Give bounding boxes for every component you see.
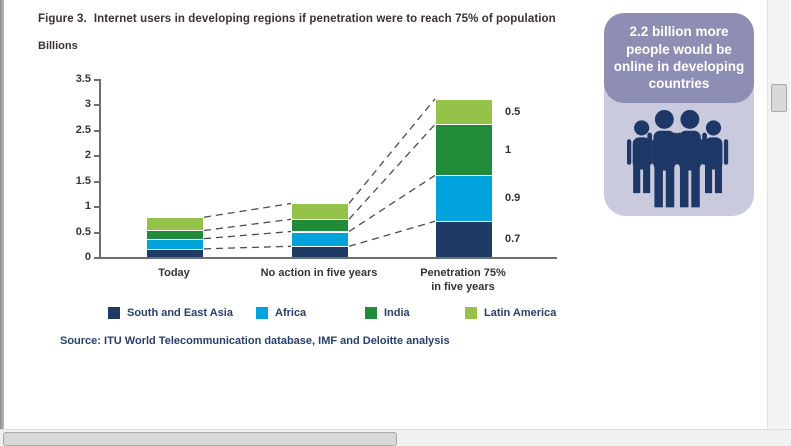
y-axis-tick-label: 2 <box>84 149 91 161</box>
bar-value-label: 0.5 <box>505 105 521 118</box>
bar-segment <box>436 124 492 176</box>
y-axis-tick <box>94 104 99 106</box>
y-axis-tick <box>94 257 99 259</box>
bar-segment <box>147 230 203 239</box>
legend-item: India <box>365 307 410 319</box>
figure-title-text: Internet users in developing regions if … <box>93 13 556 25</box>
bar-segment <box>292 246 348 257</box>
legend-label: Latin America <box>484 307 557 319</box>
y-axis-line <box>99 78 101 259</box>
bar-value-label: 1 <box>505 143 512 156</box>
y-axis-tick <box>94 231 99 234</box>
x-axis-line <box>99 257 557 259</box>
legend-item: South and East Asia <box>108 307 233 319</box>
legend-swatch-icon <box>256 307 268 319</box>
bar-value-label: 0.9 <box>505 192 521 205</box>
bar-segment <box>292 231 348 247</box>
legend-swatch-icon <box>465 307 477 319</box>
figure-number: Figure 3. <box>38 13 87 25</box>
y-axis-tick <box>94 155 99 157</box>
horizontal-scrollbar-thumb[interactable] <box>3 432 397 446</box>
legend-item: Africa <box>256 307 306 319</box>
legend-label: India <box>384 307 410 319</box>
bar-segment <box>147 217 203 231</box>
x-axis-category-label: Today <box>158 267 190 279</box>
y-axis-tick <box>94 180 99 183</box>
bar-segment <box>292 219 348 232</box>
y-axis-tick <box>94 78 99 81</box>
y-axis-units-label: Billions <box>38 40 78 52</box>
bar-value-label: 0.7 <box>505 233 521 246</box>
vertical-scrollbar-track[interactable] <box>767 0 790 429</box>
legend-swatch-icon <box>108 307 120 319</box>
bar-segment <box>147 238 203 249</box>
figure-title: Figure 3. Internet users in developing re… <box>38 13 598 25</box>
bar-segment <box>292 203 348 220</box>
legend-item: Latin America <box>465 307 556 319</box>
callout-headline: 2.2 billion more people would be online … <box>604 13 754 103</box>
y-axis-tick <box>94 206 99 208</box>
bar-segment <box>436 221 492 257</box>
bar-segment <box>147 248 203 257</box>
y-axis-tick-label: 2.5 <box>75 123 91 136</box>
y-axis-tick-label: 0 <box>84 251 91 263</box>
bar-segment <box>436 98 492 125</box>
y-axis-tick-label: 1.5 <box>75 174 91 187</box>
x-axis-category-label: No action in five years <box>260 267 378 279</box>
window-left-edge <box>0 0 4 429</box>
legend-swatch-icon <box>365 307 377 319</box>
callout-box: 2.2 billion more people would be online … <box>604 13 754 216</box>
y-axis-tick-label: 3.5 <box>75 72 91 85</box>
y-axis-tick-label: 1 <box>84 200 91 212</box>
y-axis-tick-label: 3 <box>84 98 91 110</box>
source-note: Source: ITU World Telecommunication data… <box>60 335 450 347</box>
legend-label: South and East Asia <box>127 307 233 319</box>
y-axis-tick <box>94 129 99 132</box>
vertical-scrollbar-thumb[interactable] <box>771 84 787 112</box>
legend-label: Africa <box>275 307 307 319</box>
y-axis-tick-label: 0.5 <box>75 225 91 238</box>
people-group-icon <box>614 109 744 213</box>
horizontal-scrollbar-track[interactable] <box>0 429 791 446</box>
bar-segment <box>436 175 492 222</box>
x-axis-category-label: Penetration 75% in five years <box>420 267 506 294</box>
